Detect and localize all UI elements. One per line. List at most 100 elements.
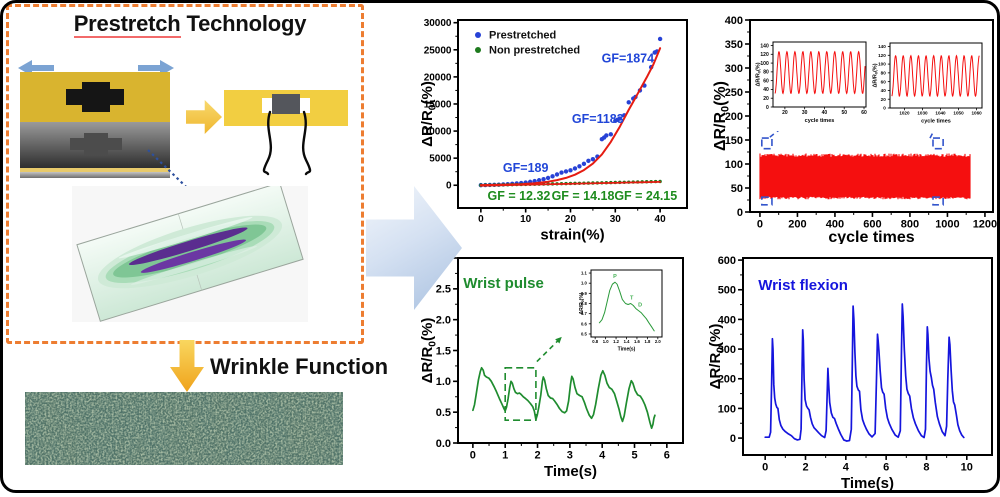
svg-text:Prestretched: Prestretched: [489, 30, 556, 42]
chart-cycling-stability: 0 200 400 600 800 1000 1200 0 50 100 150 200 250 300 3…: [710, 6, 1000, 246]
svg-text:1.0: 1.0: [436, 376, 451, 388]
svg-text:0.0: 0.0: [436, 438, 451, 450]
chart-cycling-inset-late: 1020 1030 1040 1050 1060 0 20 40 60 80 100 120 140 cy…: [870, 36, 992, 132]
svg-text:10000: 10000: [424, 127, 452, 138]
svg-text:200: 200: [718, 374, 736, 386]
svg-text:2.5: 2.5: [436, 284, 451, 296]
svg-text:1.4: 1.4: [624, 339, 630, 344]
svg-text:0.5: 0.5: [581, 331, 587, 336]
svg-text:200: 200: [725, 111, 743, 123]
svg-text:1.0: 1.0: [581, 281, 587, 286]
svg-text:0: 0: [883, 106, 886, 111]
svg-text:1060: 1060: [971, 111, 982, 116]
svg-text:6: 6: [664, 449, 670, 461]
svg-text:100: 100: [760, 61, 769, 67]
svg-text:GF=1874: GF=1874: [602, 51, 655, 65]
svg-text:40: 40: [822, 110, 828, 116]
svg-text:8: 8: [923, 461, 929, 473]
svg-text:20000: 20000: [424, 72, 452, 83]
svg-text:0.6: 0.6: [581, 321, 587, 326]
svg-text:4: 4: [843, 461, 850, 473]
stretched-device-schematic: [224, 90, 348, 176]
svg-text:cycle times: cycle times: [828, 229, 914, 244]
svg-text:20: 20: [881, 97, 887, 102]
svg-text:1000: 1000: [935, 218, 959, 230]
panel-title-word1: Prestretch: [73, 11, 181, 38]
svg-text:2.0: 2.0: [655, 339, 661, 344]
embedded-chip-icon: [70, 133, 122, 155]
solder-pad-right: [298, 98, 310, 113]
svg-text:ΔR/R0(%): ΔR/R0(%): [755, 62, 761, 86]
svg-text:GF=1183: GF=1183: [572, 112, 624, 126]
svg-text:200: 200: [788, 218, 806, 230]
svg-text:350: 350: [725, 39, 743, 51]
svg-text:40: 40: [763, 87, 769, 93]
svg-text:40: 40: [881, 88, 887, 93]
wrinkle-micrograph: [25, 392, 343, 465]
svg-text:0.5: 0.5: [436, 407, 451, 419]
svg-text:80: 80: [881, 70, 887, 75]
svg-text:1200: 1200: [973, 218, 997, 230]
wire-left-icon: [262, 110, 273, 176]
chart-cycling-inset-early: 20 30 40 50 60 0 20 40 60 80 100 120 140 cycle times Δ…: [753, 36, 873, 131]
svg-text:600: 600: [718, 255, 736, 267]
svg-text:cycle times: cycle times: [805, 118, 835, 124]
svg-text:100: 100: [725, 159, 743, 171]
svg-text:60: 60: [861, 110, 867, 116]
thin-gray-strip: [20, 172, 170, 178]
svg-text:10: 10: [520, 214, 532, 225]
svg-text:100: 100: [718, 403, 736, 415]
svg-text:20: 20: [565, 214, 577, 225]
svg-text:GF = 12.32: GF = 12.32: [488, 189, 551, 203]
svg-text:30: 30: [802, 110, 808, 116]
svg-text:500: 500: [718, 285, 736, 297]
svg-text:1: 1: [502, 449, 508, 461]
svg-text:1030: 1030: [917, 111, 928, 116]
svg-text:0.9: 0.9: [581, 291, 587, 296]
down-arrow-icon: [170, 340, 204, 392]
svg-text:20: 20: [782, 110, 788, 116]
svg-text:1.1: 1.1: [581, 271, 587, 276]
svg-text:400: 400: [718, 314, 736, 326]
svg-text:2: 2: [534, 449, 540, 461]
svg-text:100: 100: [878, 62, 886, 67]
prestretch-schematic: [18, 60, 174, 178]
wrinkle-render-3d: [72, 182, 308, 322]
svg-text:Time(s): Time(s): [544, 463, 597, 480]
svg-text:P: P: [613, 274, 617, 280]
panel-title: Prestretch Technology: [60, 11, 320, 38]
svg-text:60: 60: [763, 78, 769, 84]
svg-text:600: 600: [863, 218, 881, 230]
wire-right-icon: [301, 110, 312, 176]
svg-text:3: 3: [567, 449, 573, 461]
svg-text:250: 250: [725, 87, 743, 99]
svg-text:25000: 25000: [424, 45, 452, 56]
svg-text:140: 140: [760, 43, 769, 49]
svg-text:0.8: 0.8: [592, 339, 598, 344]
svg-text:400: 400: [826, 218, 844, 230]
svg-text:50: 50: [841, 110, 847, 116]
svg-text:ΔR/R0(%): ΔR/R0(%): [579, 292, 585, 314]
solder-pad-left: [262, 98, 274, 113]
svg-text:120: 120: [760, 52, 769, 58]
svg-text:4: 4: [599, 449, 606, 461]
svg-text:0: 0: [446, 181, 452, 192]
wrinkle-function-label: Wrinkle Function: [210, 354, 389, 379]
svg-text:ΔR/R0(%): ΔR/R0(%): [707, 324, 726, 390]
svg-text:0: 0: [757, 218, 763, 230]
svg-text:1050: 1050: [953, 111, 964, 116]
svg-text:2.0: 2.0: [436, 315, 451, 327]
svg-text:30000: 30000: [424, 18, 452, 29]
svg-text:0.8: 0.8: [581, 301, 587, 306]
svg-text:1.6: 1.6: [634, 339, 640, 344]
svg-text:strain(%): strain(%): [540, 227, 604, 244]
svg-text:1.8: 1.8: [644, 339, 650, 344]
panel-title-word2: Technology: [186, 11, 307, 36]
svg-text:140: 140: [878, 44, 886, 49]
svg-text:80: 80: [763, 70, 769, 76]
svg-text:5000: 5000: [429, 154, 452, 165]
svg-text:0: 0: [762, 461, 768, 473]
svg-text:GF = 14.18: GF = 14.18: [552, 189, 615, 203]
svg-text:Non prestretched: Non prestretched: [489, 45, 580, 57]
svg-text:GF = 24.15: GF = 24.15: [614, 189, 677, 203]
